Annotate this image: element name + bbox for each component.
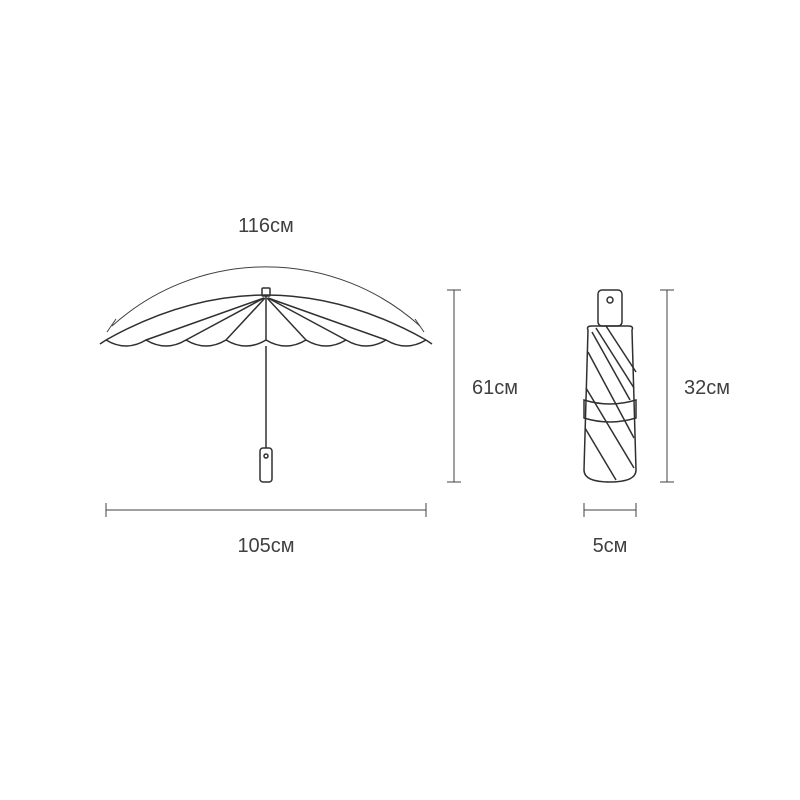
umbrella-shaft bbox=[260, 346, 272, 482]
height-dimension-open: 61см bbox=[447, 290, 518, 482]
width-dimension-open-label: 105см bbox=[237, 535, 294, 557]
width-dimension-folded-label: 5см bbox=[593, 535, 628, 557]
height-dimension-folded: 32см bbox=[660, 290, 730, 482]
umbrella-dimension-diagram: 116см bbox=[0, 0, 800, 800]
umbrella-canopy bbox=[100, 288, 432, 346]
folded-umbrella-body bbox=[584, 290, 636, 482]
height-dimension-open-label: 61см bbox=[472, 377, 518, 399]
height-dimension-folded-label: 32см bbox=[684, 377, 730, 399]
width-dimension-folded: 5см bbox=[584, 503, 636, 557]
open-umbrella-group: 116см bbox=[100, 215, 518, 557]
folded-umbrella-group: 32см 5см bbox=[584, 290, 730, 557]
width-dimension-open: 105см bbox=[106, 503, 426, 557]
arc-dimension-label: 116см bbox=[238, 215, 294, 237]
